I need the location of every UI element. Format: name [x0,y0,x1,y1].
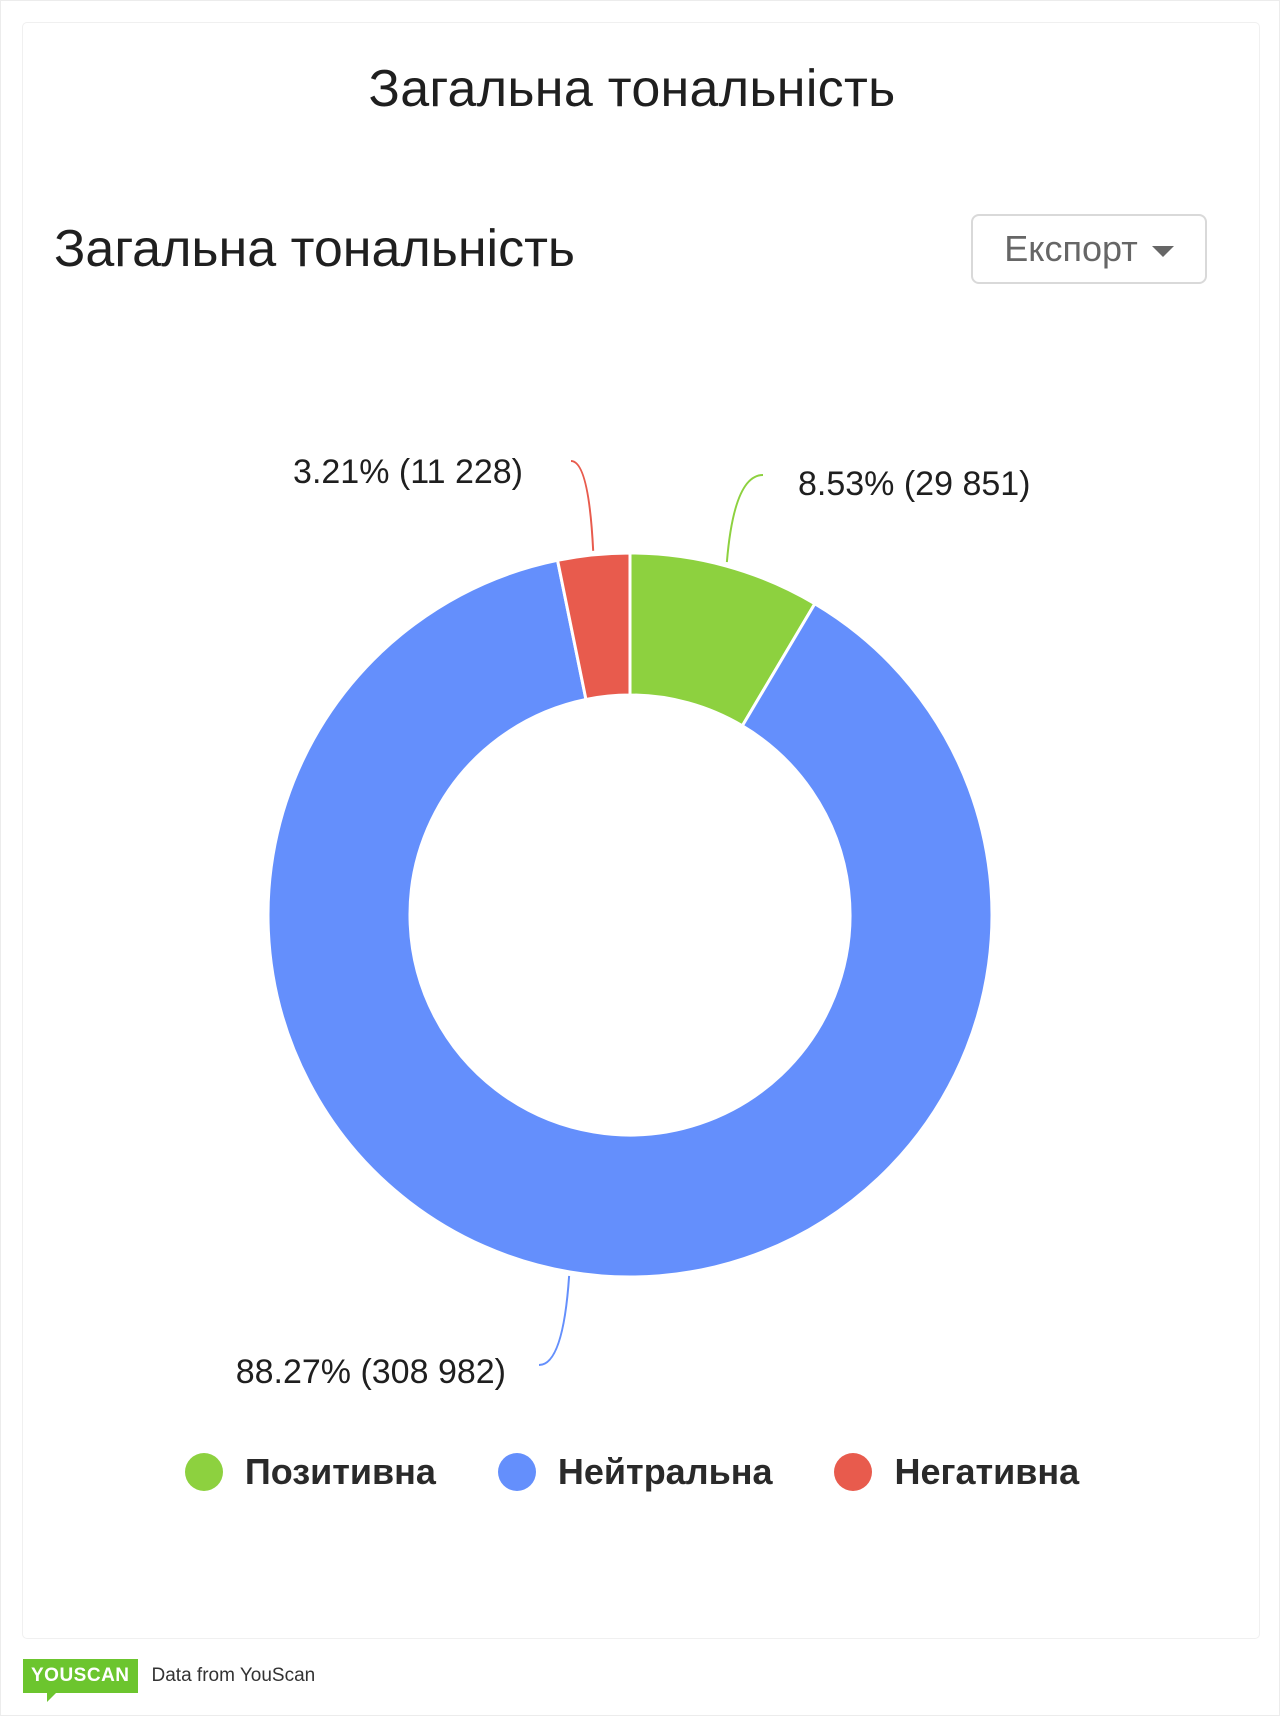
slice-label: 8.53% (29 851) [798,465,1031,503]
export-button-label: Експорт [1004,228,1138,269]
donut-slice-Нейтральна[interactable] [266,558,994,1279]
legend-item-negative[interactable]: Негативна [834,1451,1079,1493]
legend-label: Позитивна [244,1451,436,1492]
chart-legend: Позитивна Нейтральна Негативна [1,1451,1263,1493]
legend-dot-icon [184,1453,223,1491]
widget-title: Загальна тональність [54,220,575,278]
widget-card [23,23,1259,1638]
footer-text: Data from YouScan [151,1665,316,1686]
legend-item-neutral[interactable]: Нейтральна [497,1451,773,1493]
donut-chart: 8.53% (29 851) 88.27% (308 982) 3.21% (11 … [236,453,1031,1391]
donut-slice-Негативна[interactable] [555,551,632,702]
chevron-down-icon [1151,245,1174,257]
slice-label: 3.21% (11 228) [293,453,523,491]
slice-connector [725,474,764,563]
page-title: Загальна тональність [368,60,896,118]
slice-connector [538,1275,571,1366]
legend-label: Негативна [894,1451,1080,1492]
legend-item-positive[interactable]: Позитивна [184,1451,436,1493]
slice-label: 88.27% (308 982) [236,1353,506,1391]
footer: YOUSCAN Data from YouScan [23,1656,316,1702]
legend-dot-icon [834,1453,873,1491]
export-button[interactable]: Експорт [971,214,1207,284]
slice-connector [570,460,595,551]
youscan-logo[interactable]: YOUSCAN [23,1659,138,1702]
legend-dot-icon [497,1453,536,1491]
legend-label: Нейтральна [557,1451,773,1492]
